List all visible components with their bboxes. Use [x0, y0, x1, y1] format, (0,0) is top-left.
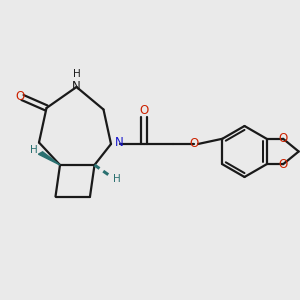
Text: H: H [73, 69, 80, 80]
Text: H: H [113, 174, 121, 184]
Text: O: O [189, 137, 198, 150]
Text: N: N [72, 80, 81, 93]
Polygon shape [38, 152, 60, 165]
Text: O: O [16, 89, 25, 103]
Text: O: O [140, 104, 148, 117]
Text: O: O [278, 158, 288, 171]
Text: O: O [278, 132, 288, 145]
Text: N: N [115, 136, 124, 149]
Text: H: H [30, 145, 38, 155]
